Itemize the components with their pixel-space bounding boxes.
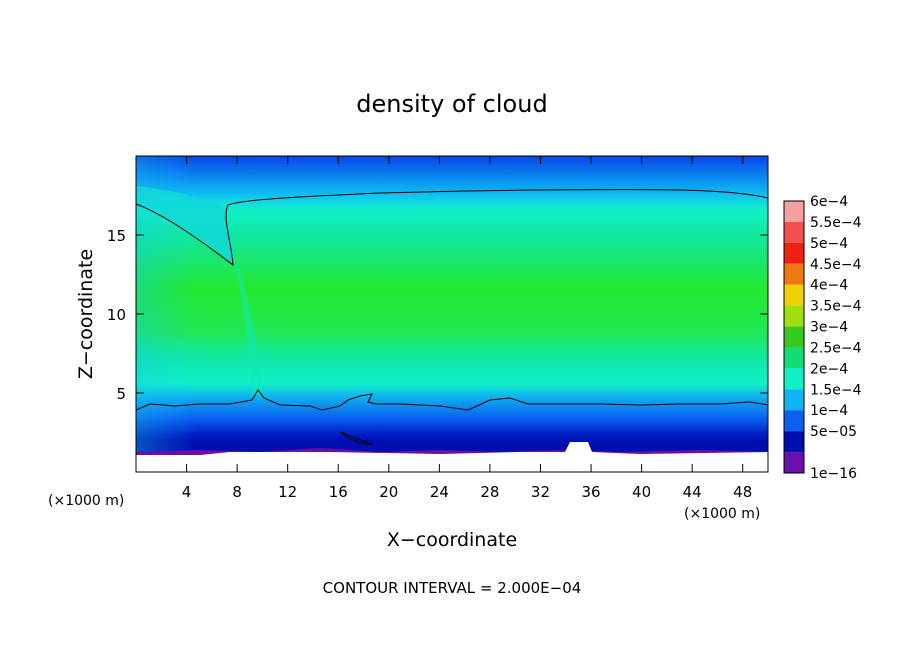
x-tick-label: 40 bbox=[632, 483, 651, 501]
colorbar-label: 5.5e−4 bbox=[810, 215, 862, 231]
x-tick-label: 20 bbox=[379, 483, 398, 501]
colorbar-label: 1.5e−4 bbox=[810, 382, 862, 398]
x-tick-label: 28 bbox=[480, 483, 499, 501]
colorbar-swatch bbox=[784, 368, 804, 390]
x-tick-label: 48 bbox=[733, 483, 752, 501]
y-axis: 5 10 15 bbox=[107, 227, 768, 403]
colorbar-swatch bbox=[784, 410, 804, 432]
colorbar-label: 1e−16 bbox=[810, 466, 857, 482]
colorbar-label: 4e−4 bbox=[810, 278, 848, 294]
colorbar-swatch bbox=[784, 284, 804, 306]
colorbar-swatch bbox=[784, 305, 804, 327]
chart-title: density of cloud bbox=[356, 90, 547, 118]
colorbar-label: 1e−4 bbox=[810, 403, 848, 419]
heatmap-field bbox=[136, 156, 768, 472]
colorbar-frame bbox=[783, 200, 805, 474]
x-tick-label: 4 bbox=[182, 483, 192, 501]
colorbar-swatch bbox=[784, 389, 804, 411]
x-tick-label: 32 bbox=[531, 483, 550, 501]
lower-contour bbox=[136, 389, 768, 411]
colorbar-label: 5e−4 bbox=[810, 236, 848, 252]
colorbar-label: 3e−4 bbox=[810, 320, 848, 336]
colorbar: 6e−4 5.5e−4 5e−4 4.5e−4 4e−4 3.5e−4 3e−4 2.5e−4… bbox=[783, 194, 862, 482]
y-tick-label: 10 bbox=[107, 306, 126, 324]
x-axis: 4 8 12 16 20 24 28 32 36 40 44 48 bbox=[182, 156, 752, 501]
y-axis-label: Z−coordinate bbox=[75, 249, 97, 379]
x-axis-label: X−coordinate bbox=[387, 529, 517, 551]
contour-interval-note: CONTOUR INTERVAL = 2.000E−04 bbox=[323, 579, 582, 597]
x-tick-label: 44 bbox=[683, 483, 702, 501]
colorbar-swatch bbox=[784, 326, 804, 348]
y-tick-label: 15 bbox=[107, 227, 126, 245]
y-tick-label: 5 bbox=[116, 385, 126, 403]
colorbar-swatch bbox=[784, 452, 804, 473]
colorbar-swatch bbox=[784, 242, 804, 264]
colorbar-swatch bbox=[784, 431, 804, 453]
colorbar-label: 2e−4 bbox=[810, 361, 848, 377]
colorbar-label: 6e−4 bbox=[810, 194, 848, 210]
x-unit-left: (×1000 m) bbox=[48, 493, 124, 509]
lower-contour-island bbox=[339, 431, 373, 445]
colorbar-swatch bbox=[784, 221, 804, 243]
colorbar-label: 5e−05 bbox=[810, 424, 857, 440]
upper-contour bbox=[136, 189, 768, 267]
x-tick-label: 8 bbox=[232, 483, 242, 501]
x-tick-label: 36 bbox=[581, 483, 600, 501]
colorbar-swatch bbox=[784, 263, 804, 285]
x-tick-label: 12 bbox=[278, 483, 297, 501]
colorbar-swatch bbox=[784, 347, 804, 369]
colorbar-label: 3.5e−4 bbox=[810, 299, 862, 315]
colorbar-label: 4.5e−4 bbox=[810, 257, 862, 273]
colorbar-swatch bbox=[784, 201, 804, 222]
x-unit-right: (×1000 m) bbox=[684, 506, 760, 522]
colorbar-label: 2.5e−4 bbox=[810, 340, 862, 356]
contour-lines bbox=[136, 189, 768, 445]
x-tick-label: 24 bbox=[430, 483, 449, 501]
x-tick-label: 16 bbox=[329, 483, 348, 501]
